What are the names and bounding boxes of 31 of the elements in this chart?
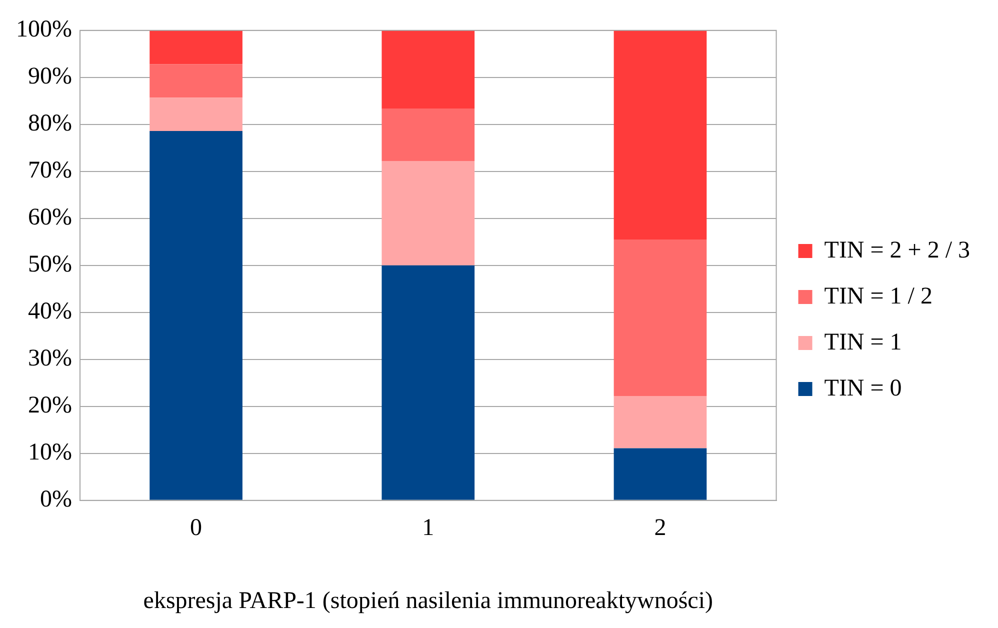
x-tick-label: 2 [654,515,666,542]
y-tick-label: 60% [28,204,72,231]
bar [150,98,242,131]
legend-label: TIN = 0 [824,375,902,402]
y-tick-label: 70% [28,158,72,184]
bar [614,240,707,396]
y-tick-label: 40% [28,298,72,325]
bar [614,30,707,240]
bar [614,448,707,500]
legend-label: TIN = 1 [824,329,902,356]
legend-label: TIN = 1 / 2 [824,283,932,310]
y-tick-label: 10% [28,440,72,466]
bar [382,265,475,500]
y-tick-label: 20% [28,392,72,419]
y-tick-label: 100% [16,16,72,43]
bar [150,64,242,98]
legend-label: TIN = 2 + 2 / 3 [824,237,970,264]
x-tick-label: 1 [422,515,434,542]
y-tick-label: 90% [28,64,72,90]
bar [382,108,475,162]
x-tick-label: 0 [190,515,202,542]
y-tick-label: 50% [28,252,72,278]
y-tick-label: 80% [28,110,72,137]
bar [614,396,707,448]
bar [150,30,242,64]
bar [382,30,475,109]
y-tick-label: 30% [28,346,72,372]
y-tick-label: 0% [40,486,72,513]
bar [150,130,242,500]
bar [382,161,475,266]
x-axis-title: ekspresja PARP-1 (stopień nasilenia immunoreaktywności) [143,588,713,614]
